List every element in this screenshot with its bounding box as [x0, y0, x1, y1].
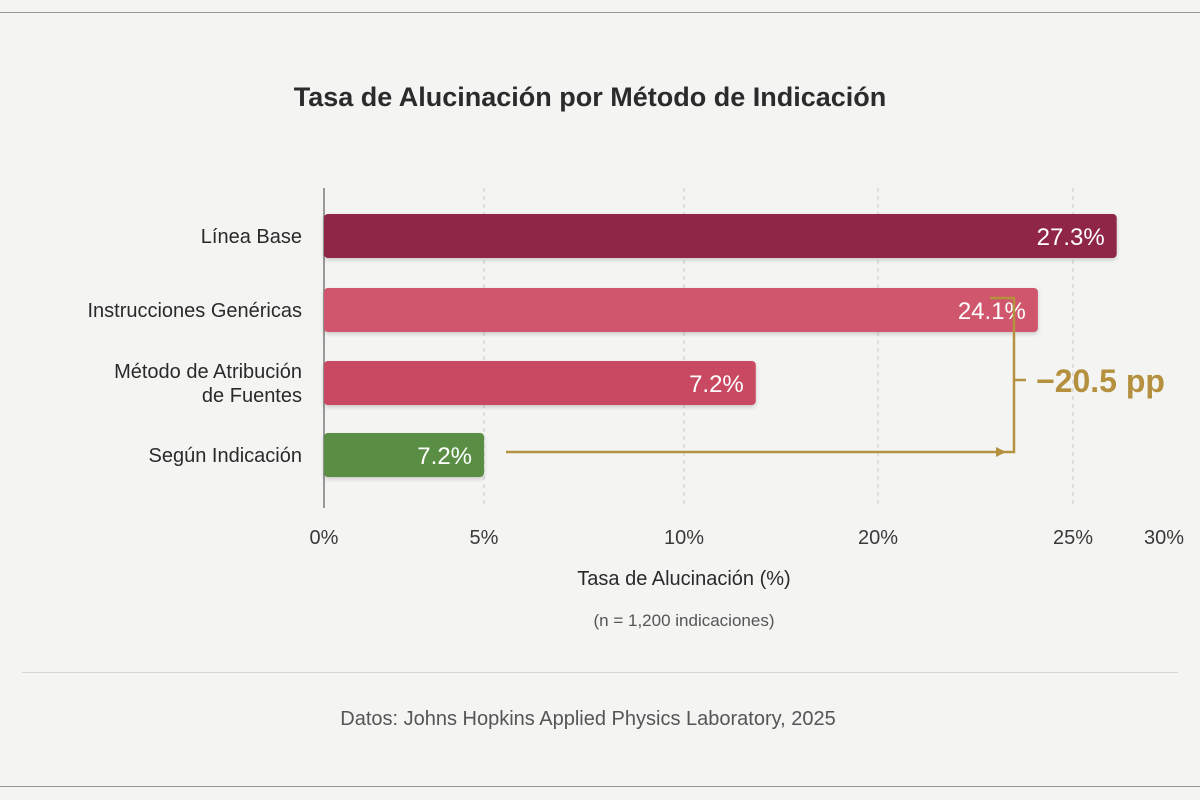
- chart-title: Tasa de Alucinación por Método de Indica…: [293, 82, 887, 112]
- bar-value-label: 7.2%: [417, 443, 472, 470]
- x-tick-label: 20%: [858, 527, 898, 549]
- difference-value: −20.5 pp: [1036, 363, 1165, 399]
- x-tick-labels: 0% 5% 10% 20% 25% 30%: [310, 527, 1185, 549]
- category-labels: Línea Base Instrucciones Genéricas Método …: [87, 226, 302, 467]
- bar: [324, 288, 1038, 332]
- bar: [324, 214, 1117, 258]
- bar: [324, 361, 756, 405]
- bar: [324, 433, 484, 477]
- difference-bracket: [990, 296, 1016, 454]
- data-source: Datos: Johns Hopkins Applied Physics Lab…: [340, 708, 836, 730]
- category-label: Método de Atribución de Fuentes: [114, 361, 302, 407]
- category-label: Según Indicación: [149, 445, 302, 467]
- bar-value-label: 27.3%: [1037, 224, 1105, 251]
- x-tick-label: 10%: [664, 527, 704, 549]
- x-tick-label: 30%: [1144, 527, 1184, 549]
- x-tick-label: 5%: [470, 527, 499, 549]
- x-tick-label: 0%: [310, 527, 339, 549]
- footer-divider: [22, 672, 1178, 673]
- category-label: Línea Base: [201, 226, 302, 248]
- difference-annotation: −20.5 pp: [506, 296, 1165, 457]
- category-label: Instrucciones Genéricas: [87, 300, 302, 322]
- bars: 27.3% 24.1% 7.2% 7.2%: [324, 214, 1117, 477]
- top-border: [0, 12, 1200, 13]
- x-tick-label: 25%: [1053, 527, 1093, 549]
- bottom-border: [0, 786, 1200, 787]
- sample-size-note: (n = 1,200 indicaciones): [594, 611, 775, 630]
- x-axis-label: Tasa de Alucinación (%): [577, 568, 790, 590]
- bar-value-label: 24.1%: [958, 298, 1026, 325]
- bar-value-label: 7.2%: [689, 371, 744, 398]
